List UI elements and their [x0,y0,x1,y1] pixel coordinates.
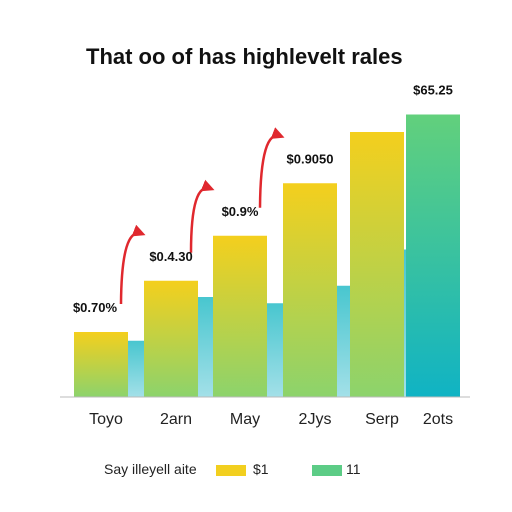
data-label-5: $65.25 [413,83,453,98]
legend-swatch-series-1 [216,465,246,476]
legend: Say illeyell aite $1 11 [104,461,361,477]
bar-series-2-3 [335,285,353,397]
x-tick-label-0: Toyo [89,411,123,428]
data-label-1: $0.4.30 [149,249,192,264]
bar-series-1-3 [283,183,337,397]
data-label-3: $0.9050 [287,151,334,166]
trend-arrows [119,127,285,305]
series-back-bars [126,249,420,397]
bar-series-1-1 [144,280,198,397]
bar-series-2-1 [196,297,214,397]
series-front-bars [74,114,460,397]
x-tick-label-1: 2arn [160,411,192,428]
x-tick-label-2: May [230,411,260,428]
legend-label: Say illeyell aite [104,461,197,477]
trend-arrow-2 [258,127,285,208]
bar-series-1-2 [213,235,267,397]
x-tick-labels: Toyo 2arn May 2Jys Serp 2ots [89,411,453,428]
bar-series-2-2 [265,303,283,397]
bar-series-1-4 [350,132,404,397]
trend-arrow-0 [119,224,146,305]
bar-series-1-0 [74,332,128,397]
data-label-0: $0.70% [73,300,118,315]
legend-entry-series-1: $1 [253,461,269,477]
legend-swatch-series-2 [312,465,342,476]
data-labels: $0.70% $0.4.30 $0.9% $0.9050 $65.25 [73,83,453,316]
legend-entry-series-2: 11 [346,461,361,477]
trend-arrow-1 [189,179,215,253]
bar-series-2-0 [126,340,144,397]
bar-series-1-5 [406,114,460,397]
x-tick-label-4: Serp [365,411,399,428]
x-tick-label-3: 2Jys [299,411,332,428]
chart-title: That oo of has highlevelt rales [86,44,403,69]
x-tick-label-5: 2ots [423,411,453,428]
data-label-2: $0.9% [222,204,259,219]
